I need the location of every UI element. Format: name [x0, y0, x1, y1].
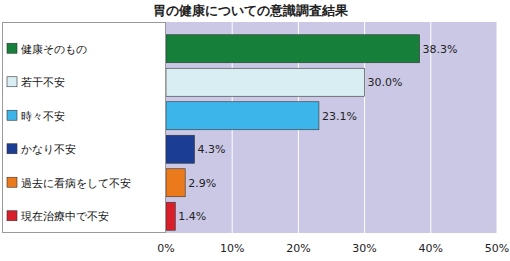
tick-label: 10% — [220, 242, 244, 255]
data-label: 1.4% — [178, 210, 206, 223]
chart-container: 胃の健康についての意識調査結果 0% 10% 20% 30% 40% 50% 38.3% 健康そ… — [0, 0, 510, 261]
data-label: 23.1% — [322, 110, 357, 123]
category-icon — [7, 177, 17, 187]
category-icon — [7, 110, 17, 120]
bar — [166, 35, 420, 63]
plot-background — [166, 22, 497, 233]
category-label: 若干不安 — [21, 76, 65, 89]
chart-svg: 胃の健康についての意識調査結果 0% 10% 20% 30% 40% 50% 38.3% 健康そ… — [0, 0, 510, 261]
category-label: 過去に看病をして不安 — [21, 177, 131, 190]
tick-label: 30% — [352, 242, 376, 255]
tick-label: 50% — [485, 242, 509, 255]
grid-line — [497, 22, 498, 233]
category-label: 現在治療中で不安 — [21, 210, 109, 223]
category-icon — [7, 43, 17, 53]
data-label: 2.9% — [188, 177, 216, 190]
category-icon — [7, 144, 17, 154]
bar — [166, 202, 175, 230]
category-label: 健康そのもの — [21, 43, 87, 56]
tick-label: 0% — [157, 242, 174, 255]
category-icon — [7, 77, 17, 87]
category-icon — [7, 211, 17, 221]
bar — [166, 102, 319, 130]
chart-title: 胃の健康についての意識調査結果 — [153, 3, 349, 18]
bar — [166, 68, 365, 96]
tick-label: 20% — [286, 242, 310, 255]
data-label: 30.0% — [368, 76, 403, 89]
bar — [166, 135, 194, 163]
bar — [166, 169, 185, 197]
data-label: 4.3% — [197, 143, 225, 156]
category-label: 時々不安 — [21, 110, 65, 123]
bars — [166, 35, 420, 231]
label-panel — [3, 23, 166, 233]
data-label: 38.3% — [423, 43, 458, 56]
category-label: かなり不安 — [21, 143, 76, 156]
tick-label: 40% — [419, 242, 443, 255]
